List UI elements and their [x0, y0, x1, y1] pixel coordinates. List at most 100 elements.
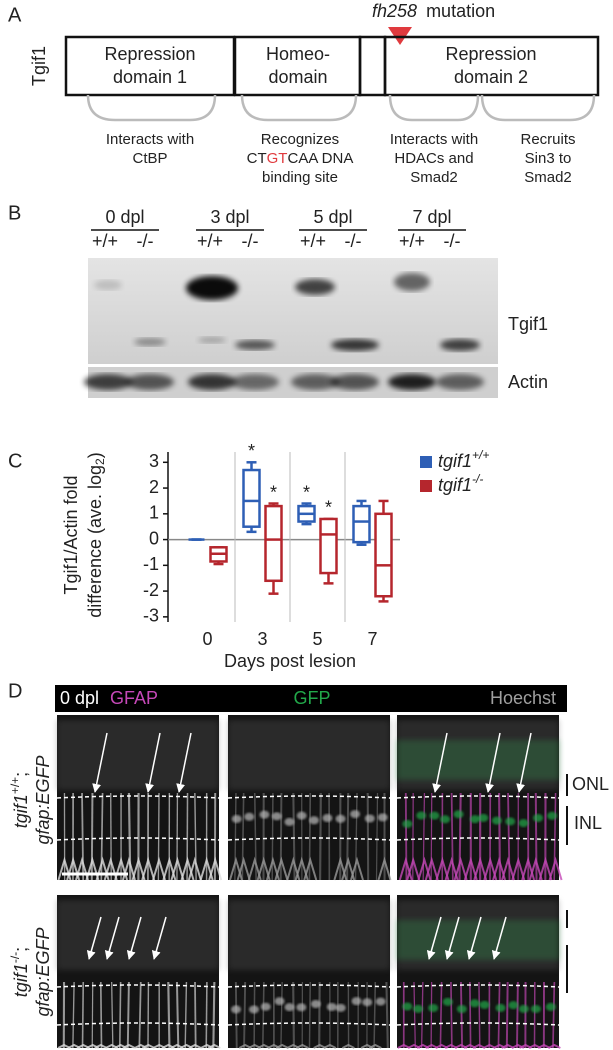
cell-body	[350, 810, 361, 819]
band	[198, 337, 226, 343]
fiber	[138, 981, 142, 1049]
fiber	[90, 792, 94, 881]
endfoot	[538, 856, 553, 881]
endfoot	[187, 856, 202, 881]
cell-body	[442, 997, 453, 1006]
endfoot	[368, 1043, 382, 1049]
endfoot	[236, 856, 251, 881]
function-text: HDACs and	[394, 150, 473, 167]
band	[331, 339, 379, 351]
fiber	[552, 981, 556, 1049]
cell-body	[508, 1001, 519, 1010]
domain-name: domain 2	[454, 67, 528, 87]
fiber	[176, 792, 179, 881]
fiber	[420, 981, 424, 1049]
band-label: Actin	[508, 372, 548, 392]
box	[264, 504, 283, 583]
sequence: CT	[247, 150, 267, 167]
domain-boxes	[64, 35, 600, 97]
panel-label: A	[8, 4, 22, 26]
mutation-name: fh258	[372, 1, 417, 21]
fiber	[308, 792, 312, 881]
function-text: Interacts with	[106, 131, 194, 148]
fiber	[450, 792, 454, 881]
function-text: Recruits	[520, 131, 575, 148]
endfoot	[377, 856, 392, 881]
cell-body	[469, 815, 480, 824]
domain-name: domain	[268, 67, 327, 87]
arrow	[485, 732, 501, 793]
arrow	[432, 732, 448, 793]
endfoot	[141, 1043, 155, 1049]
cell-body	[351, 997, 362, 1006]
fiber	[72, 981, 75, 1049]
function-text: Smad2	[524, 169, 572, 186]
endfoot	[501, 856, 515, 881]
endfoot	[406, 856, 421, 881]
x-axis-label: Days post lesion	[224, 651, 356, 671]
box	[319, 517, 338, 575]
endfoot	[275, 1043, 289, 1049]
glow	[57, 900, 219, 970]
fiber	[292, 981, 295, 1049]
fiber	[319, 792, 322, 881]
channel-label: GFP	[293, 688, 330, 708]
band	[235, 340, 275, 350]
cell-body	[545, 1002, 556, 1011]
fiber	[498, 792, 502, 881]
panel-d: D 0 dpl GFAP GFP Hoechst tgif1+/+; gfap:…	[8, 680, 609, 1049]
fiber	[271, 792, 274, 881]
endfoot	[453, 856, 468, 881]
panel-a: A fh258 mutation Tgif1 Repression domain…	[8, 1, 600, 186]
channel-label: GFAP	[110, 688, 158, 708]
channel-label: Hoechst	[490, 688, 556, 708]
arc	[480, 94, 596, 122]
cell-body	[416, 811, 427, 820]
endfoot	[435, 856, 450, 881]
legend-entry: tgif1+/+	[438, 448, 489, 471]
y-tick-label: -3	[143, 606, 159, 626]
fiber	[110, 792, 112, 881]
fiber	[167, 981, 171, 1049]
layer-label: INL	[574, 813, 602, 833]
fiber	[478, 981, 481, 1049]
panel-c: C Tgif1/Actin fold difference (ave. log2…	[8, 441, 489, 671]
genotype-label: +/+	[92, 231, 118, 251]
panel-label: C	[8, 450, 22, 472]
cell-body	[518, 1004, 529, 1013]
endfoot	[122, 1043, 136, 1049]
fiber	[126, 981, 130, 1049]
layer-border	[396, 1022, 560, 1026]
fiber	[385, 981, 389, 1049]
fiber	[99, 981, 103, 1049]
timepoint-label: 5 dpl	[313, 207, 352, 227]
cell-body	[547, 811, 558, 820]
fiber	[346, 792, 350, 881]
interaction-arcs	[86, 94, 596, 122]
endfoot	[547, 1043, 561, 1049]
layer-border	[227, 837, 391, 841]
cell-body	[231, 1005, 242, 1014]
y-tick-label: -1	[143, 554, 159, 574]
fiber	[516, 981, 519, 1049]
cell-body	[335, 814, 346, 823]
band	[291, 374, 339, 390]
cell-body	[530, 1004, 541, 1013]
cell-body	[491, 816, 502, 825]
arrow	[92, 732, 108, 793]
genotype-label: -/-	[137, 231, 154, 251]
cell-body	[322, 814, 333, 823]
fiber	[430, 981, 433, 1049]
cell-body	[284, 1003, 295, 1012]
endfoot	[303, 856, 318, 881]
endfoot	[208, 856, 223, 881]
arrow	[104, 916, 120, 960]
cell-body	[296, 811, 307, 820]
x-tick-label: 0	[202, 629, 212, 649]
band	[436, 374, 484, 390]
fiber	[534, 792, 538, 881]
fiber	[234, 981, 238, 1049]
cell-body	[271, 812, 282, 821]
fiber	[194, 981, 197, 1049]
